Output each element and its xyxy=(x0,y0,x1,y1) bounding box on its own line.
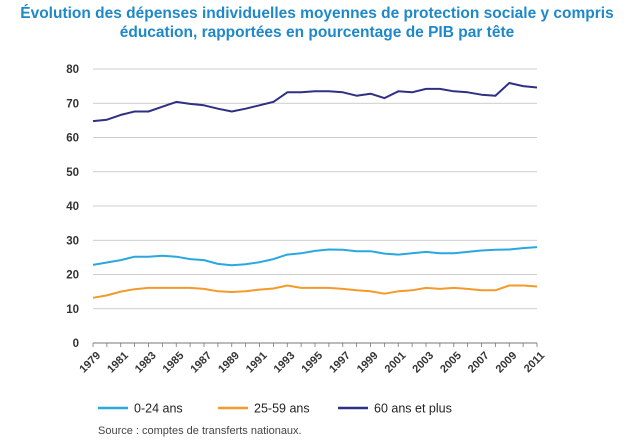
chart-title: Évolution des dépenses individuelles moy… xyxy=(0,4,634,42)
x-tick-label: 2007 xyxy=(466,350,492,376)
x-axis-tick-labels: 1979 1981 1983 1985 1987 1989 1991 1993 1995 1997… xyxy=(77,350,547,376)
x-tick-label: 2001 xyxy=(383,350,409,376)
y-tick-label: 30 xyxy=(66,235,79,247)
source-note: Source : comptes de transferts nationaux… xyxy=(98,425,302,437)
y-tick-label: 80 xyxy=(66,64,79,76)
x-tick-label: 2003 xyxy=(410,350,436,376)
x-tick-label: 1979 xyxy=(77,350,103,376)
chart-title-line-1: Évolution des dépenses individuelles moy… xyxy=(20,5,614,22)
y-tick-label: 0 xyxy=(73,338,79,350)
x-tick-label: 1993 xyxy=(272,350,298,376)
y-axis-tick-labels: 0 10 20 30 40 50 60 70 80 xyxy=(66,64,79,350)
x-tick-label: 1999 xyxy=(355,350,381,376)
legend-label-3: 60 ans et plus xyxy=(374,402,452,416)
x-tick-label: 1997 xyxy=(327,350,353,376)
legend-label-2: 25-59 ans xyxy=(254,402,310,416)
series-line-1 xyxy=(92,246,538,267)
data-series xyxy=(92,82,538,299)
x-tick-label: 2005 xyxy=(438,350,464,376)
y-tick-label: 60 xyxy=(66,133,79,145)
x-tick-label: 1989 xyxy=(216,350,242,376)
y-tick-label: 40 xyxy=(66,201,79,213)
axes xyxy=(92,342,538,347)
x-tick-label: 1987 xyxy=(188,350,214,376)
x-tick-label: 1991 xyxy=(244,350,270,376)
x-tick-label: 2009 xyxy=(494,350,520,376)
x-tick-label: 1985 xyxy=(161,350,187,376)
x-tick-label: 2011 xyxy=(522,350,547,375)
y-tick-label: 10 xyxy=(66,304,79,316)
series-line-2 xyxy=(92,284,538,299)
series-line-3 xyxy=(92,82,538,123)
x-tick-label: 1981 xyxy=(105,350,131,376)
legend-label-1: 0-24 ans xyxy=(134,402,183,416)
chart-title-line-2: éducation, rapportées en pourcentage de … xyxy=(119,24,515,41)
y-tick-label: 70 xyxy=(66,98,79,110)
y-tick-label: 20 xyxy=(66,270,79,282)
gridlines xyxy=(93,68,537,310)
x-tick-label: 1995 xyxy=(299,350,325,376)
x-tick-label: 1983 xyxy=(133,350,159,376)
y-tick-label: 50 xyxy=(66,167,79,179)
legend: 0-24 ans 25-59 ans 60 ans et plus xyxy=(98,402,452,416)
